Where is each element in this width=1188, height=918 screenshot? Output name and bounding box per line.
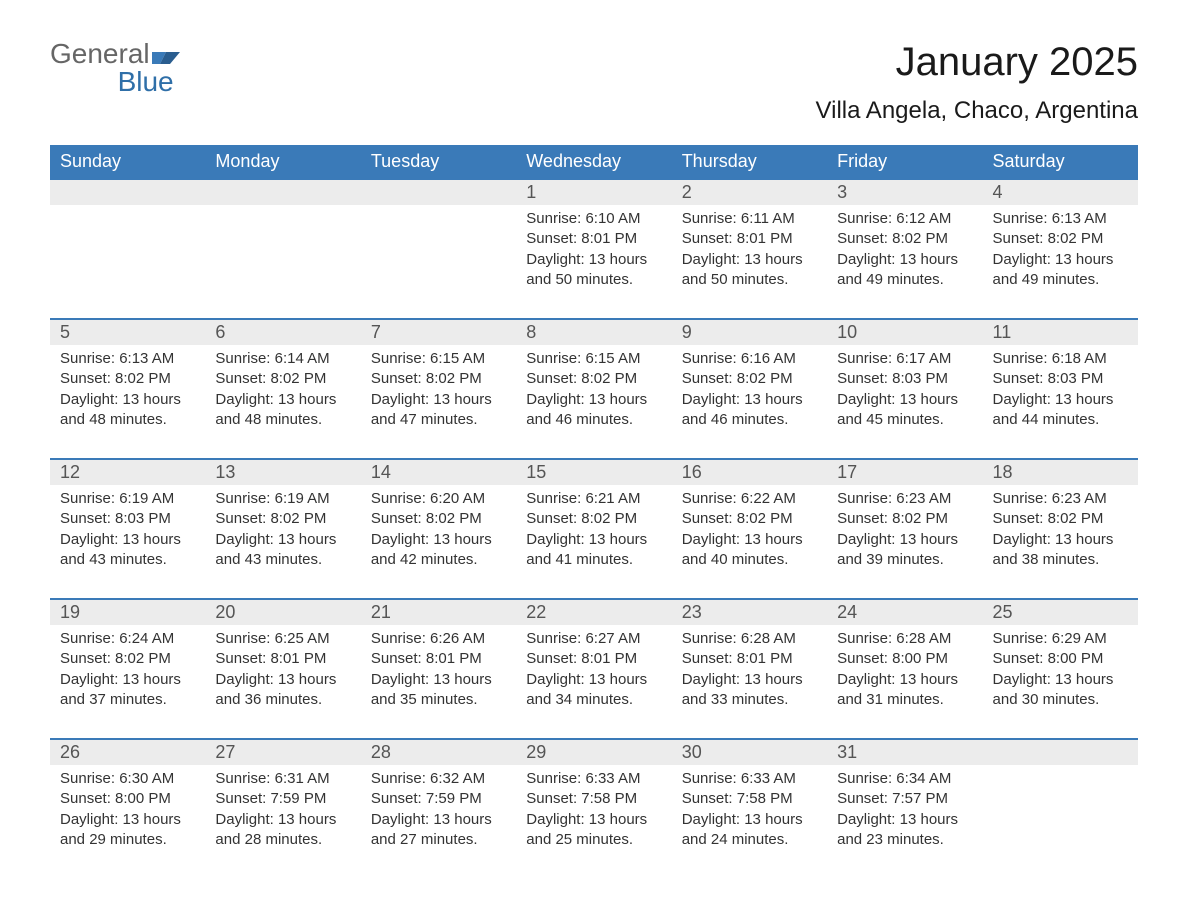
day-header: Monday bbox=[205, 145, 360, 179]
day-number-cell: 20 bbox=[205, 599, 360, 625]
day-number-cell: 11 bbox=[983, 319, 1138, 345]
day-content-cell: Sunrise: 6:23 AMSunset: 8:02 PMDaylight:… bbox=[983, 485, 1138, 599]
day-number-cell: 22 bbox=[516, 599, 671, 625]
day-number-cell bbox=[361, 179, 516, 205]
day-number-cell: 13 bbox=[205, 459, 360, 485]
day-number-cell: 7 bbox=[361, 319, 516, 345]
week-daynum-row: 262728293031 bbox=[50, 739, 1138, 765]
location-text: Villa Angela, Chaco, Argentina bbox=[816, 97, 1138, 125]
day-number-cell: 8 bbox=[516, 319, 671, 345]
week-daynum-row: 567891011 bbox=[50, 319, 1138, 345]
day-content-cell: Sunrise: 6:11 AMSunset: 8:01 PMDaylight:… bbox=[672, 205, 827, 319]
brand-name-gray: General bbox=[50, 40, 150, 68]
day-content-cell: Sunrise: 6:25 AMSunset: 8:01 PMDaylight:… bbox=[205, 625, 360, 739]
day-number-cell bbox=[983, 739, 1138, 765]
day-number-cell: 16 bbox=[672, 459, 827, 485]
day-header: Friday bbox=[827, 145, 982, 179]
day-number-cell: 25 bbox=[983, 599, 1138, 625]
day-content-cell bbox=[361, 205, 516, 319]
calendar-header-row: SundayMondayTuesdayWednesdayThursdayFrid… bbox=[50, 145, 1138, 179]
day-content-cell: Sunrise: 6:13 AMSunset: 8:02 PMDaylight:… bbox=[50, 345, 205, 459]
week-content-row: Sunrise: 6:30 AMSunset: 8:00 PMDaylight:… bbox=[50, 765, 1138, 878]
day-content-cell: Sunrise: 6:29 AMSunset: 8:00 PMDaylight:… bbox=[983, 625, 1138, 739]
day-number-cell: 18 bbox=[983, 459, 1138, 485]
day-content-cell: Sunrise: 6:19 AMSunset: 8:02 PMDaylight:… bbox=[205, 485, 360, 599]
day-content-cell: Sunrise: 6:10 AMSunset: 8:01 PMDaylight:… bbox=[516, 205, 671, 319]
day-number-cell: 24 bbox=[827, 599, 982, 625]
brand-name-blue: Blue bbox=[118, 68, 174, 96]
day-content-cell: Sunrise: 6:23 AMSunset: 8:02 PMDaylight:… bbox=[827, 485, 982, 599]
day-number-cell: 26 bbox=[50, 739, 205, 765]
day-number-cell: 2 bbox=[672, 179, 827, 205]
calendar-table: SundayMondayTuesdayWednesdayThursdayFrid… bbox=[50, 145, 1138, 878]
day-content-cell: Sunrise: 6:28 AMSunset: 8:00 PMDaylight:… bbox=[827, 625, 982, 739]
day-content-cell: Sunrise: 6:21 AMSunset: 8:02 PMDaylight:… bbox=[516, 485, 671, 599]
day-content-cell: Sunrise: 6:12 AMSunset: 8:02 PMDaylight:… bbox=[827, 205, 982, 319]
day-number-cell: 29 bbox=[516, 739, 671, 765]
day-number-cell: 12 bbox=[50, 459, 205, 485]
day-number-cell: 21 bbox=[361, 599, 516, 625]
day-header: Thursday bbox=[672, 145, 827, 179]
day-content-cell: Sunrise: 6:26 AMSunset: 8:01 PMDaylight:… bbox=[361, 625, 516, 739]
day-number-cell: 10 bbox=[827, 319, 982, 345]
week-daynum-row: 1234 bbox=[50, 179, 1138, 205]
week-content-row: Sunrise: 6:13 AMSunset: 8:02 PMDaylight:… bbox=[50, 345, 1138, 459]
day-number-cell: 28 bbox=[361, 739, 516, 765]
day-content-cell: Sunrise: 6:33 AMSunset: 7:58 PMDaylight:… bbox=[672, 765, 827, 878]
month-title: January 2025 bbox=[816, 40, 1138, 85]
day-number-cell bbox=[50, 179, 205, 205]
day-content-cell: Sunrise: 6:31 AMSunset: 7:59 PMDaylight:… bbox=[205, 765, 360, 878]
title-block: January 2025 Villa Angela, Chaco, Argent… bbox=[816, 40, 1138, 125]
week-daynum-row: 19202122232425 bbox=[50, 599, 1138, 625]
day-content-cell bbox=[983, 765, 1138, 878]
week-daynum-row: 12131415161718 bbox=[50, 459, 1138, 485]
day-number-cell: 14 bbox=[361, 459, 516, 485]
day-content-cell: Sunrise: 6:13 AMSunset: 8:02 PMDaylight:… bbox=[983, 205, 1138, 319]
day-number-cell: 27 bbox=[205, 739, 360, 765]
day-content-cell: Sunrise: 6:30 AMSunset: 8:00 PMDaylight:… bbox=[50, 765, 205, 878]
day-number-cell: 19 bbox=[50, 599, 205, 625]
day-content-cell: Sunrise: 6:15 AMSunset: 8:02 PMDaylight:… bbox=[361, 345, 516, 459]
day-header: Wednesday bbox=[516, 145, 671, 179]
day-content-cell: Sunrise: 6:27 AMSunset: 8:01 PMDaylight:… bbox=[516, 625, 671, 739]
week-content-row: Sunrise: 6:19 AMSunset: 8:03 PMDaylight:… bbox=[50, 485, 1138, 599]
day-content-cell: Sunrise: 6:34 AMSunset: 7:57 PMDaylight:… bbox=[827, 765, 982, 878]
page-header: General Blue January 2025 Villa Angela, … bbox=[50, 40, 1138, 125]
day-number-cell: 5 bbox=[50, 319, 205, 345]
day-number-cell: 4 bbox=[983, 179, 1138, 205]
day-content-cell: Sunrise: 6:28 AMSunset: 8:01 PMDaylight:… bbox=[672, 625, 827, 739]
day-content-cell bbox=[205, 205, 360, 319]
day-content-cell: Sunrise: 6:19 AMSunset: 8:03 PMDaylight:… bbox=[50, 485, 205, 599]
day-content-cell: Sunrise: 6:22 AMSunset: 8:02 PMDaylight:… bbox=[672, 485, 827, 599]
day-content-cell: Sunrise: 6:17 AMSunset: 8:03 PMDaylight:… bbox=[827, 345, 982, 459]
day-content-cell: Sunrise: 6:33 AMSunset: 7:58 PMDaylight:… bbox=[516, 765, 671, 878]
day-header: Tuesday bbox=[361, 145, 516, 179]
day-number-cell: 6 bbox=[205, 319, 360, 345]
day-number-cell bbox=[205, 179, 360, 205]
day-content-cell: Sunrise: 6:16 AMSunset: 8:02 PMDaylight:… bbox=[672, 345, 827, 459]
calendar-body: 1234 Sunrise: 6:10 AMSunset: 8:01 PMDayl… bbox=[50, 179, 1138, 878]
flag-icon bbox=[152, 44, 180, 64]
week-content-row: Sunrise: 6:24 AMSunset: 8:02 PMDaylight:… bbox=[50, 625, 1138, 739]
day-content-cell: Sunrise: 6:20 AMSunset: 8:02 PMDaylight:… bbox=[361, 485, 516, 599]
day-header: Sunday bbox=[50, 145, 205, 179]
day-number-cell: 3 bbox=[827, 179, 982, 205]
day-content-cell: Sunrise: 6:18 AMSunset: 8:03 PMDaylight:… bbox=[983, 345, 1138, 459]
day-content-cell: Sunrise: 6:14 AMSunset: 8:02 PMDaylight:… bbox=[205, 345, 360, 459]
day-number-cell: 23 bbox=[672, 599, 827, 625]
week-content-row: Sunrise: 6:10 AMSunset: 8:01 PMDaylight:… bbox=[50, 205, 1138, 319]
day-number-cell: 15 bbox=[516, 459, 671, 485]
day-content-cell: Sunrise: 6:15 AMSunset: 8:02 PMDaylight:… bbox=[516, 345, 671, 459]
day-content-cell bbox=[50, 205, 205, 319]
day-number-cell: 1 bbox=[516, 179, 671, 205]
day-header: Saturday bbox=[983, 145, 1138, 179]
day-number-cell: 17 bbox=[827, 459, 982, 485]
day-number-cell: 30 bbox=[672, 739, 827, 765]
day-number-cell: 9 bbox=[672, 319, 827, 345]
brand-logo: General Blue bbox=[50, 40, 180, 96]
day-content-cell: Sunrise: 6:24 AMSunset: 8:02 PMDaylight:… bbox=[50, 625, 205, 739]
day-number-cell: 31 bbox=[827, 739, 982, 765]
day-content-cell: Sunrise: 6:32 AMSunset: 7:59 PMDaylight:… bbox=[361, 765, 516, 878]
